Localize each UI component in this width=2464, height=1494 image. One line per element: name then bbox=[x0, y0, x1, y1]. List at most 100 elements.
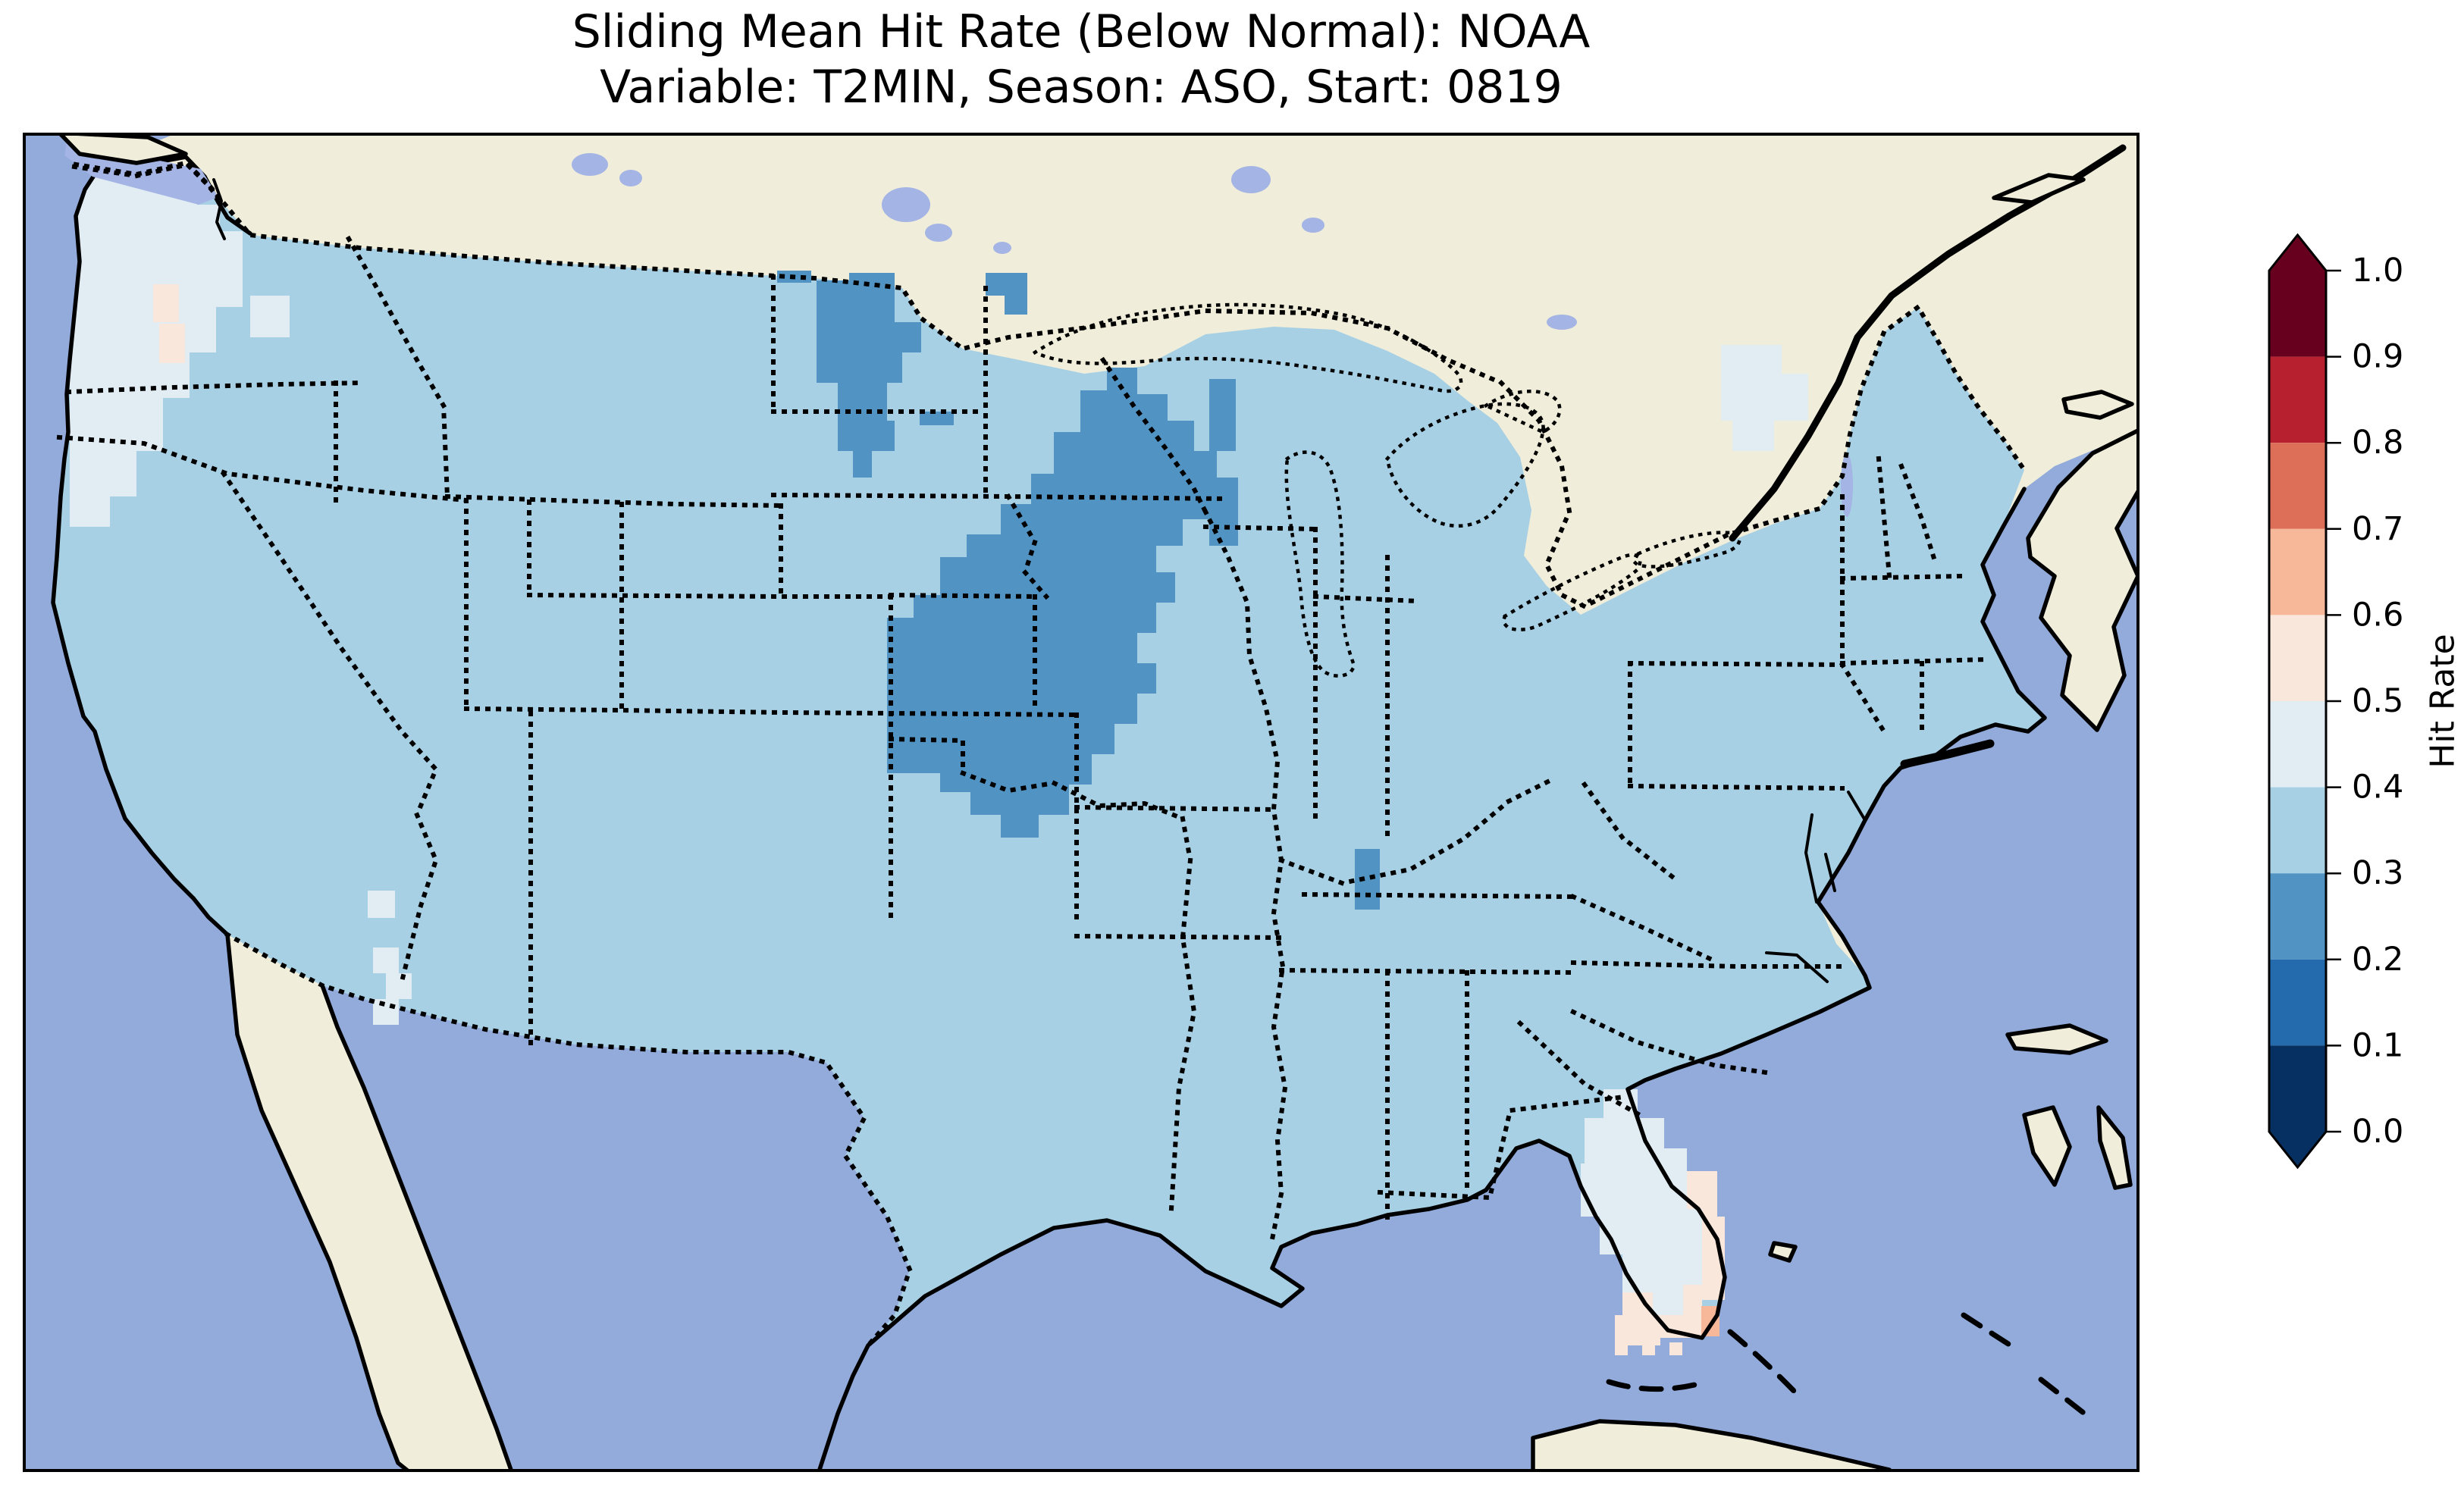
ragged-island-chain bbox=[2038, 1377, 2093, 1420]
keys-pink-cell-1 bbox=[1615, 1342, 1628, 1355]
state-border-red-river bbox=[960, 770, 1186, 822]
chesapeake-bay bbox=[1804, 813, 1836, 904]
lake-nipigon bbox=[1231, 166, 1271, 193]
colorbar-segment-08-09 bbox=[2269, 356, 2326, 443]
lake-of-the-woods bbox=[882, 187, 930, 222]
canadian-lakes bbox=[572, 153, 1853, 517]
hit-rate-02-03-regions bbox=[777, 271, 1380, 910]
state-border-wv bbox=[1581, 781, 1679, 883]
state-border-37n bbox=[463, 706, 894, 716]
island-chains bbox=[1606, 1312, 2093, 1420]
lake-erie bbox=[1502, 553, 1642, 631]
oregon-coast-pink-cell-2 bbox=[159, 324, 185, 363]
colorbar-segment-09-10 bbox=[2269, 271, 2326, 357]
tick-label-0.2: 0.2 bbox=[2352, 941, 2403, 979]
north-dakota-low-hit-lobe bbox=[817, 273, 921, 478]
islands bbox=[1531, 173, 2140, 1472]
state-border-tx-la bbox=[1168, 816, 1196, 1212]
state-border-ar-la bbox=[1074, 933, 1284, 941]
kentucky-tennessee-low-cell bbox=[1355, 849, 1380, 910]
tick-label-0.7: 0.7 bbox=[2352, 510, 2403, 548]
keys-pink-cell-3 bbox=[1669, 1342, 1682, 1355]
colorbar-segment-01-02 bbox=[2269, 959, 2326, 1046]
us-mexico-border bbox=[224, 931, 912, 1349]
state-border-id-mt bbox=[345, 235, 450, 500]
title-line-1: Sliding Mean Hit Rate (Below Normal): NO… bbox=[572, 5, 1591, 58]
colorbar-segment-06-07 bbox=[2269, 528, 2326, 615]
anticosti-island bbox=[1992, 173, 2086, 205]
great-lakes bbox=[1031, 302, 1741, 678]
colorbar-segment-03-04 bbox=[2269, 787, 2326, 874]
state-border-ca-nv bbox=[220, 470, 438, 985]
eleuthera-island bbox=[2096, 1105, 2133, 1190]
tick-label-0.8: 0.8 bbox=[2352, 424, 2403, 462]
colorbar-panel: 1.0 0.9 0.8 0.7 0.6 0.5 0.4 0.3 0.2 0.1 … bbox=[2244, 220, 2464, 1220]
state-border-ky-tn bbox=[1301, 891, 1576, 900]
lake-ontario bbox=[1632, 531, 1741, 568]
nevada-pale-cell bbox=[368, 891, 395, 918]
state-border-wi-il bbox=[1202, 524, 1318, 532]
state-border-ky-va bbox=[1570, 894, 1716, 963]
figure-title: Sliding Mean Hit Rate (Below Normal): NO… bbox=[23, 5, 2140, 115]
grand-bahama-abaco bbox=[2005, 1023, 2108, 1055]
cay-sal-chain bbox=[1961, 1312, 2016, 1350]
south-dakota-border-low-cells bbox=[920, 412, 954, 425]
colorbar-axis-label: Hit Rate bbox=[2424, 634, 2462, 768]
small-ontario-lake bbox=[1302, 218, 1324, 233]
state-border-nh-me bbox=[1898, 463, 1938, 564]
andros-island bbox=[2022, 1105, 2072, 1187]
lake-michigan bbox=[1284, 450, 1356, 678]
state-border-wy-co bbox=[526, 592, 893, 599]
state-border-fl-north bbox=[1377, 1094, 1628, 1200]
state-border-ny-nj bbox=[1839, 661, 1888, 735]
border-strait-juan-de-fuca bbox=[73, 161, 227, 208]
tick-label-0.6: 0.6 bbox=[2352, 596, 2403, 634]
midwest-low-hit-blob bbox=[887, 368, 1238, 838]
rainy-lake bbox=[925, 224, 952, 242]
colorbar-segment-07-08 bbox=[2269, 443, 2326, 529]
pacific-coastline bbox=[51, 172, 412, 1472]
columbia-basin-pale-cells bbox=[250, 296, 290, 337]
cuba bbox=[1531, 1419, 1892, 1472]
state-border-tn-south bbox=[1278, 967, 1576, 976]
state-border-mo-ar bbox=[1074, 804, 1277, 813]
long-island bbox=[1900, 739, 1995, 769]
state-border-mt-wy bbox=[444, 493, 784, 509]
oregon-coast-pink-cell-1 bbox=[153, 284, 179, 322]
us-canada-border bbox=[71, 162, 2028, 609]
state-border-va-nc bbox=[1570, 960, 1845, 969]
tick-label-0.5: 0.5 bbox=[2352, 682, 2403, 720]
tick-label-0.3: 0.3 bbox=[2352, 854, 2403, 892]
state-border-ne-ks bbox=[888, 592, 1038, 600]
florida-keys bbox=[1606, 1379, 1698, 1392]
tick-label-1.0: 1.0 bbox=[2352, 252, 2403, 290]
border-lake bbox=[993, 242, 1011, 254]
gulf-of-california-coastline bbox=[320, 983, 514, 1472]
colorbar-ticks: 1.0 0.9 0.8 0.7 0.6 0.5 0.4 0.3 0.2 0.1 … bbox=[2326, 252, 2403, 1151]
state-border-wa-or bbox=[65, 380, 367, 395]
us-hit-rate-map bbox=[23, 133, 2140, 1472]
colorbar: 1.0 0.9 0.8 0.7 0.6 0.5 0.4 0.3 0.2 0.1 … bbox=[2268, 233, 2462, 1170]
map-panel bbox=[23, 133, 2140, 1472]
georgian-bay bbox=[1482, 390, 1562, 434]
colorbar-segment-00-01 bbox=[2269, 1045, 2326, 1132]
lake-simcoe bbox=[1547, 315, 1577, 330]
state-border-mi-south bbox=[1312, 594, 1421, 604]
lake-winnipegosis bbox=[572, 153, 608, 176]
lake-huron bbox=[1385, 402, 1545, 528]
colorbar-over-arrow bbox=[2269, 235, 2326, 271]
bimini-cay bbox=[1768, 1241, 1798, 1263]
state-border-ks-ok bbox=[888, 710, 1080, 718]
lake-champlain bbox=[1841, 453, 1853, 517]
prince-edward-island bbox=[2061, 390, 2134, 420]
tick-label-0.1: 0.1 bbox=[2352, 1026, 2403, 1064]
adirondack-pale-patch bbox=[1721, 345, 1808, 451]
colorbar-segment-04-05 bbox=[2269, 701, 2326, 788]
minnesota-low-hit-patch bbox=[986, 273, 1027, 315]
colorbar-segment-05-06 bbox=[2269, 615, 2326, 701]
lake-manitoba bbox=[619, 170, 642, 186]
tick-label-0.0: 0.0 bbox=[2352, 1113, 2403, 1151]
state-border-pa-south bbox=[1627, 783, 1845, 791]
upper-keys-chain bbox=[1727, 1329, 1798, 1395]
south-florida-pink-region bbox=[1660, 1171, 1725, 1338]
